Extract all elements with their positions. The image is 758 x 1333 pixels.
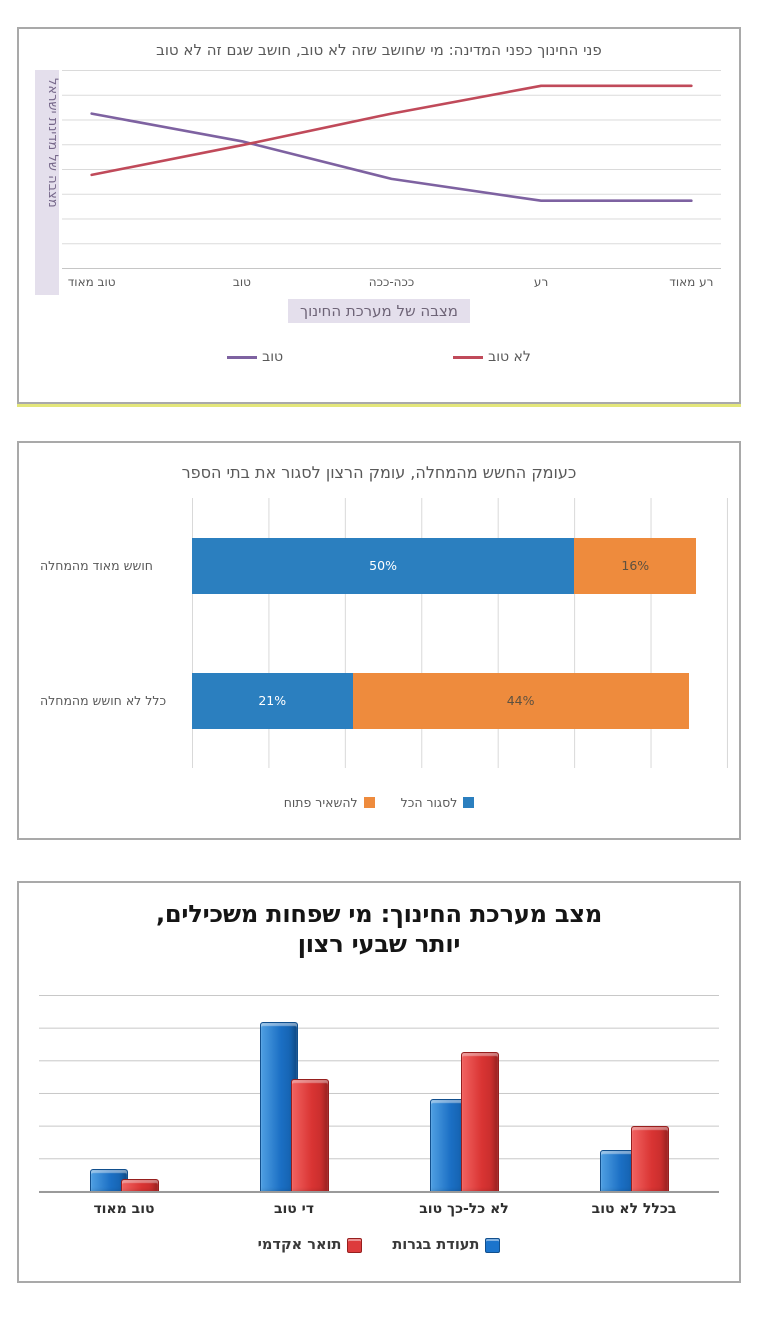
chart-panel-education-by-schooling: מצב מערכת החינוך: מי שפחות משכילים, יותר… (17, 881, 741, 1283)
chart1-x-axis-labels: טוב מאוד טוב ככה-ככה רע רע מאוד (62, 269, 721, 295)
chart2-bar-row: 50% 16% (192, 498, 727, 633)
chart1-legend-label: טוב (262, 349, 284, 365)
chart3-x-axis-labels: טוב מאוד די טוב לא כל-כך טוב בכלל לא טוב (39, 1201, 719, 1217)
chart1-legend-item-not-good: לא טוב (453, 349, 531, 365)
chart3-title: מצב מערכת החינוך: מי שפחות משכילים, יותר… (19, 899, 739, 959)
chart3-x-tick-label: בכלל לא טוב (591, 1201, 677, 1217)
bar-segment-close-all: 21% (192, 672, 353, 729)
chart2-legend-item-keep-open: להשאיר פתוח (284, 795, 375, 810)
chart3-legend-label: תעודת בגרות (392, 1237, 480, 1253)
chart1-y-axis-title: מצבה של מדינת ישראל (35, 70, 60, 295)
line-marker-red (453, 355, 484, 359)
chart1-y-axis-title-text: מצבה של מדינת ישראל (45, 78, 60, 208)
chart1-legend-item-good: טוב (227, 349, 283, 365)
chart2-bar-track: 50% 16% 21% 44% (192, 498, 728, 768)
chart1-plot-column: טוב מאוד טוב ככה-ככה רע רע מאוד (62, 70, 721, 295)
column-academic (630, 1126, 669, 1191)
column-academic (120, 1179, 159, 1191)
chart2-legend-label: לסגור הכל (400, 795, 458, 810)
chart1-x-tick-label: טוב מאוד (67, 275, 116, 289)
chart2-plot-area: חושש מאוד מהמחלה כלל לא חושש מהמחלה 50% … (36, 498, 728, 768)
bar-group-quite-good (209, 995, 379, 1191)
column-academic (290, 1079, 329, 1191)
chart1-x-axis-title: מצבה של מערכת החינוך (288, 299, 470, 323)
chart2-category-label: חושש מאוד מהמחלה (40, 558, 153, 573)
bar-group-not-good-at-all (549, 995, 719, 1191)
bar-value-label: 16% (621, 558, 650, 573)
bar-segment-close-all: 50% (192, 537, 575, 594)
chart1-line-series (62, 70, 721, 268)
bar-segment-keep-open: 16% (574, 537, 697, 594)
chart3-title-line2: יותר שבעי רצון (297, 930, 461, 958)
chart1-x-axis-title-row: מצבה של מערכת החינוך (19, 299, 739, 323)
chart-panel-state-vs-education: פני החינוך כפני המדינה: מי שחושב שזה לא … (17, 27, 741, 404)
chart3-legend: תעודת בגרות תואר אקדמי (19, 1237, 739, 1253)
chart-panel-fear-vs-closing-schools: כעומק החשש מהמחלה, עומק הרצון לסגור את ב… (17, 441, 741, 840)
chart2-legend-item-close-all: לסגור הכל (401, 795, 475, 810)
chart1-x-tick-label: רע (533, 275, 549, 289)
stacked-bar-very-worried: 50% 16% (192, 537, 727, 594)
bar-group-not-so-good (379, 995, 549, 1191)
bar-value-label: 44% (506, 693, 535, 708)
page: { "page": { "background": "#ffffff", "pa… (0, 27, 758, 1333)
chart3-x-tick-label: די טוב (273, 1201, 315, 1217)
legend-swatch-orange (363, 797, 375, 808)
bar-segment-keep-open: 44% (352, 672, 689, 729)
chart1-x-tick-label: טוב (232, 275, 251, 289)
chart2-category-label: כלל לא חושש מהמחלה (40, 693, 167, 708)
chart1-body: מצבה של מדינת ישראל טוב מאוד טוב ככה-ככה… (35, 70, 721, 295)
bar-value-label: 21% (258, 693, 287, 708)
chart3-legend-item-bagrut: תעודת בגרות (392, 1237, 501, 1253)
chart2-legend-label: להשאיר פתוח (283, 795, 358, 810)
chart1-title: פני החינוך כפני המדינה: מי שחושב שזה לא … (156, 41, 602, 59)
chart3-bar-groups (39, 995, 719, 1191)
legend-swatch-red (347, 1237, 363, 1253)
chart3-legend-item-academic: תואר אקדמי (258, 1237, 363, 1253)
chart1-x-tick-label: ככה-ככה (368, 275, 415, 289)
chart3-legend-label: תואר אקדמי (257, 1237, 342, 1253)
column-academic (460, 1051, 499, 1191)
line-marker-purple (227, 355, 258, 359)
chart3-x-tick-label: לא כל-כך טוב (419, 1201, 509, 1217)
stacked-bar-not-worried: 21% 44% (192, 672, 727, 729)
chart2-legend: לסגור הכל להשאיר פתוח (19, 795, 739, 810)
chart2-title: כעומק החשש מהמחלה, עומק הרצון לסגור את ב… (181, 463, 577, 482)
chart2-bar-row: 21% 44% (192, 633, 727, 768)
bar-value-label: 50% (369, 558, 397, 573)
chart1-legend: טוב לא טוב (19, 349, 739, 365)
legend-swatch-blue (463, 797, 475, 808)
chart3-plot-area (39, 995, 719, 1193)
bar-group-very-good (39, 995, 209, 1191)
chart3-x-tick-label: טוב מאוד (93, 1201, 155, 1217)
legend-swatch-blue (485, 1237, 501, 1253)
chart3-title-line1: מצב מערכת החינוך: מי שפחות משכילים, (155, 900, 603, 928)
chart1-legend-label: לא טוב (488, 349, 531, 365)
chart2-category-labels: חושש מאוד מהמחלה כלל לא חושש מהמחלה (36, 498, 192, 768)
chart1-x-tick-label: רע מאוד (669, 275, 714, 289)
chart1-plot-area (62, 70, 721, 269)
